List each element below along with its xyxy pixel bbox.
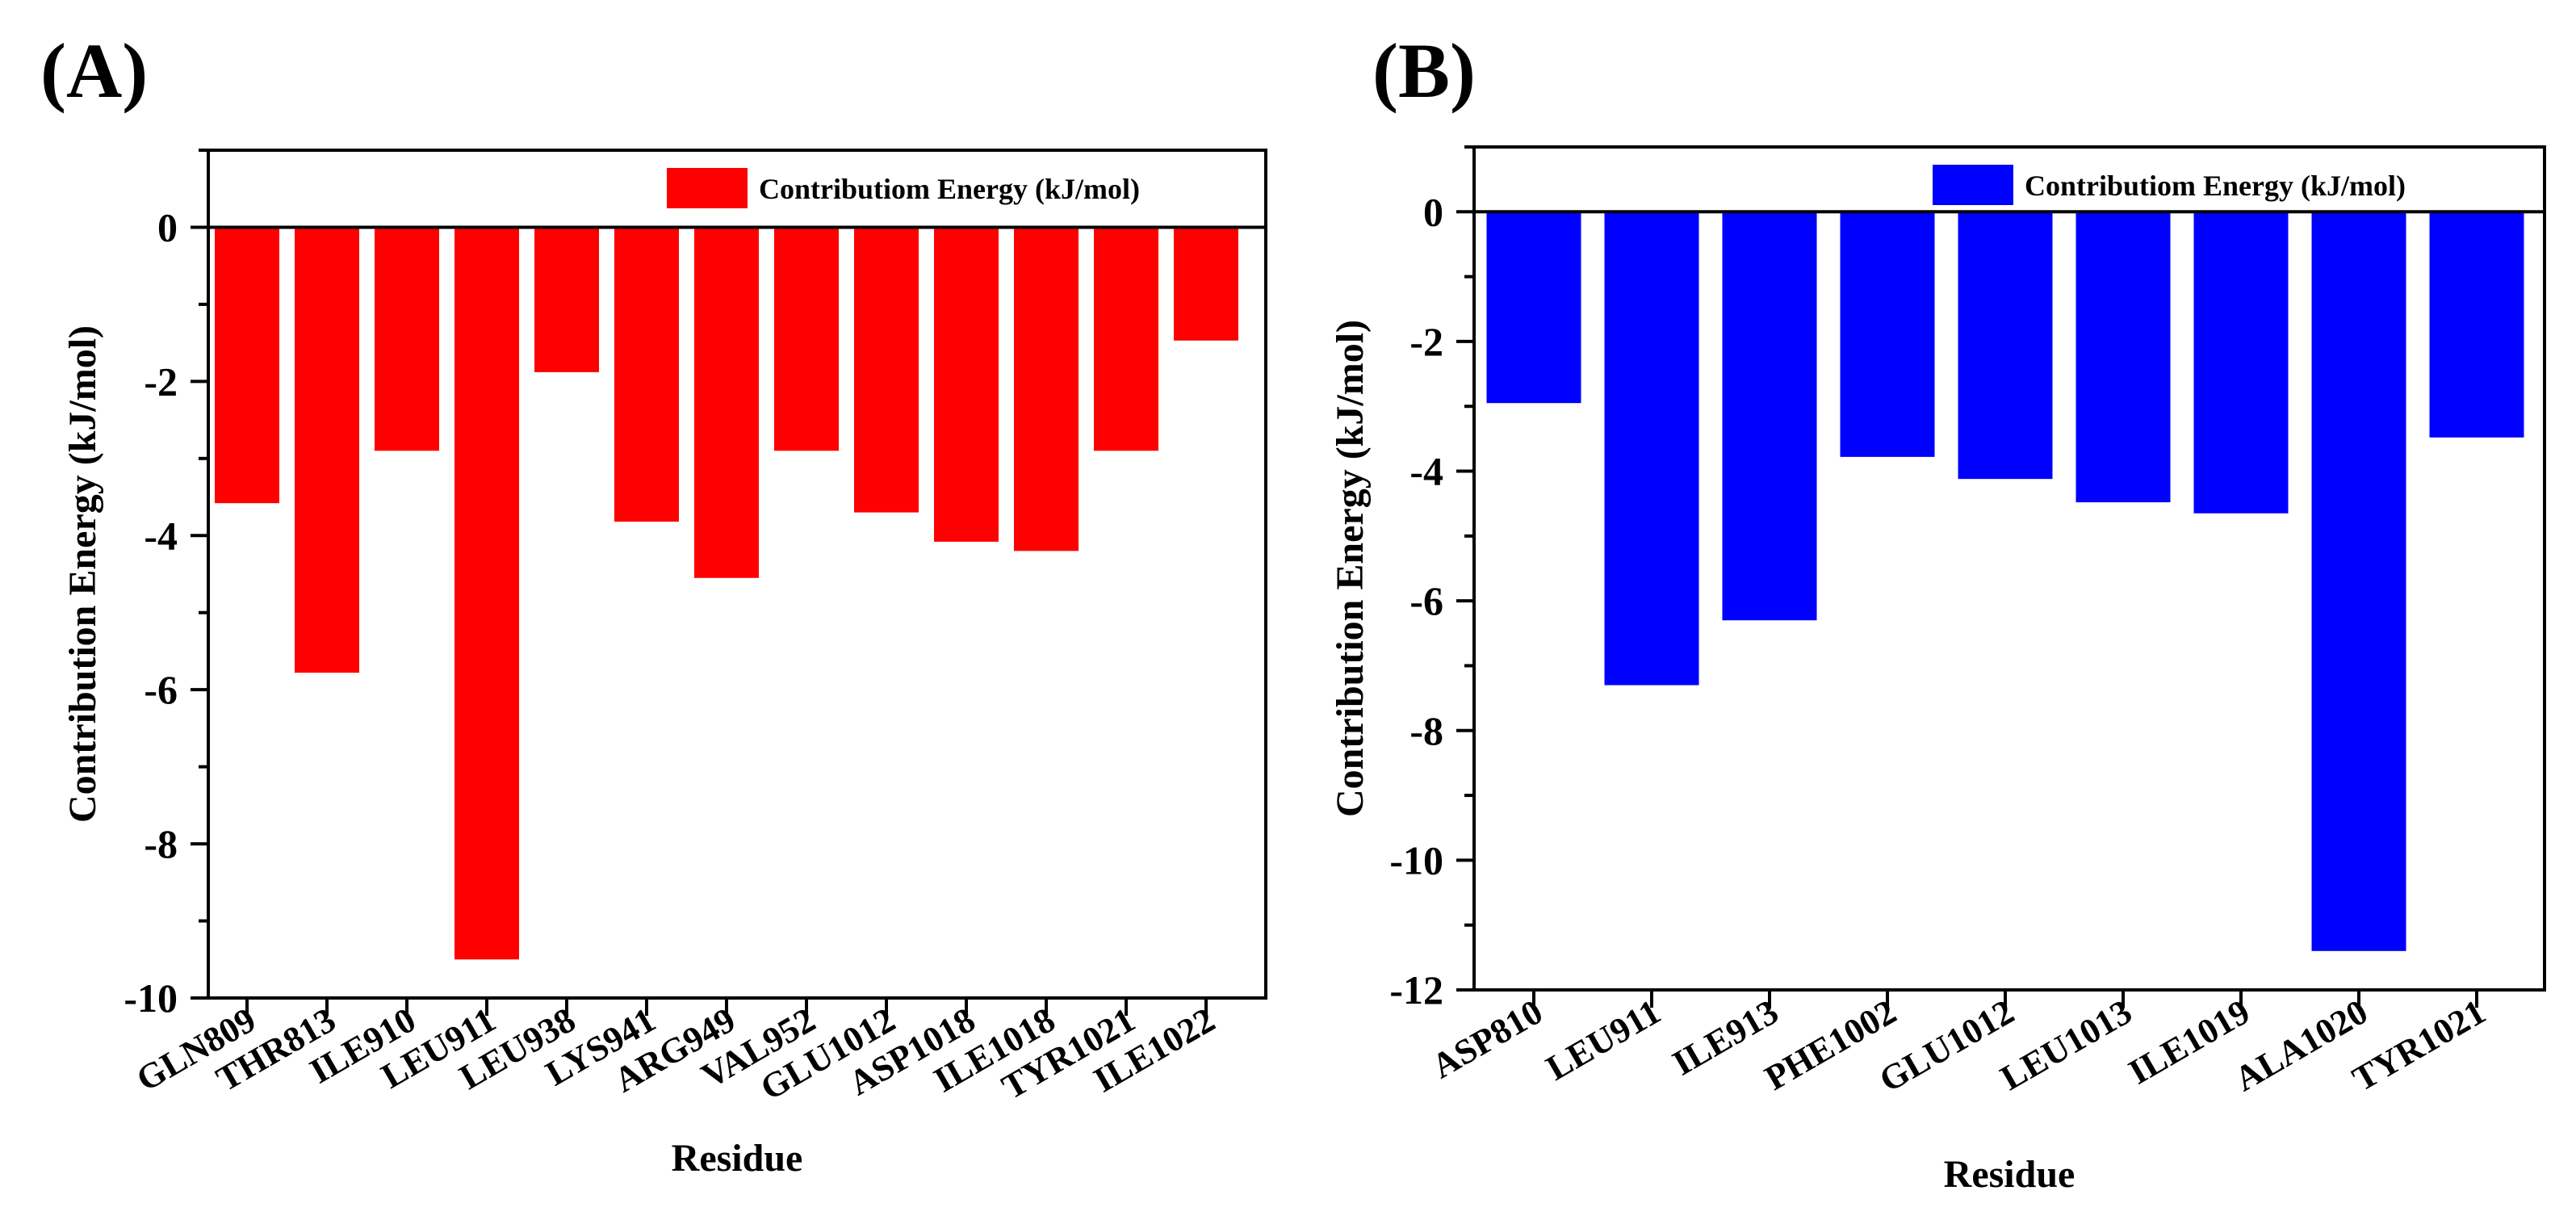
- x-tick-label: ASP810: [1425, 992, 1549, 1086]
- legend: Contributiom Energy (kJ/mol): [1933, 165, 2406, 205]
- legend-swatch: [1933, 165, 2013, 205]
- legend-swatch: [667, 168, 748, 208]
- y-tick-label: 0: [1423, 189, 1443, 234]
- y-axis-title: Contribution Energy (kJ/mol): [61, 325, 104, 823]
- y-tick-label: -6: [144, 667, 178, 712]
- legend-label: Contributiom Energy (kJ/mol): [2025, 170, 2406, 202]
- plot-frame: [1472, 145, 2546, 992]
- x-tick-label: GLU1012: [1873, 992, 2021, 1100]
- y-axis-title: Contribution Energy (kJ/mol): [1329, 320, 1372, 817]
- x-tick-label: LEU1013: [1994, 992, 2138, 1098]
- bar-ile910: [375, 227, 439, 451]
- legend: Contributiom Energy (kJ/mol): [667, 168, 1140, 208]
- bar-thr813: [295, 227, 359, 673]
- bar-leu911: [1604, 212, 1699, 686]
- y-tick-label: -12: [1389, 967, 1443, 1013]
- bar-asp1018: [934, 227, 999, 542]
- bar-glu1012: [1958, 212, 2053, 480]
- plot-frame: [207, 149, 1267, 1000]
- panel-label: (B): [1372, 27, 1476, 114]
- bar-tyr1021: [2429, 212, 2524, 438]
- bar-ile1022: [1174, 227, 1238, 341]
- x-axis-title: Residue: [672, 1137, 803, 1180]
- bar-ala1020: [2311, 212, 2406, 951]
- bar-ile913: [1722, 212, 1817, 621]
- y-tick-label: -8: [1409, 708, 1443, 753]
- y-tick-label: -6: [1409, 578, 1443, 623]
- y-tick-label: 0: [157, 204, 178, 249]
- bar-gln809: [215, 227, 279, 504]
- bar-ile1019: [2193, 212, 2289, 514]
- x-tick-label: LEU911: [1539, 992, 1667, 1088]
- bar-phe1002: [1840, 212, 1935, 457]
- y-tick-label: -4: [144, 513, 178, 558]
- bar-asp810: [1486, 212, 1581, 404]
- legend-label: Contributiom Energy (kJ/mol): [759, 173, 1140, 205]
- y-tick-label: -4: [1409, 449, 1443, 494]
- bar-arg949: [694, 227, 759, 578]
- x-tick-label: ALA1020: [2228, 992, 2374, 1099]
- y-tick-label: -8: [144, 821, 178, 866]
- bar-leu1013: [2075, 212, 2171, 503]
- x-axis-title: Residue: [1944, 1153, 2075, 1196]
- panel-label: (A): [40, 27, 148, 114]
- chart-panel-b: (B)0-2-4-6-8-10-12ASP810LEU911ILE913PHE1…: [1329, 27, 2546, 1196]
- bar-val952: [774, 227, 839, 451]
- y-tick-label: -2: [1409, 319, 1443, 364]
- y-tick-label: -10: [1389, 837, 1443, 883]
- bar-lys941: [614, 227, 679, 522]
- x-tick-label: TYR1021: [2346, 992, 2492, 1099]
- y-tick-label: -10: [124, 975, 178, 1021]
- bar-leu938: [534, 227, 599, 372]
- bar-ile1018: [1014, 227, 1079, 551]
- chart-panel-a: (A)0-2-4-6-8-10GLN809THR813ILE910LEU911L…: [40, 27, 1267, 1180]
- y-tick-label: -2: [144, 359, 178, 404]
- x-tick-label: PHE1002: [1758, 992, 1903, 1098]
- bar-glu1012: [854, 227, 919, 513]
- bar-tyr1021: [1094, 227, 1158, 451]
- bar-leu911: [454, 227, 519, 960]
